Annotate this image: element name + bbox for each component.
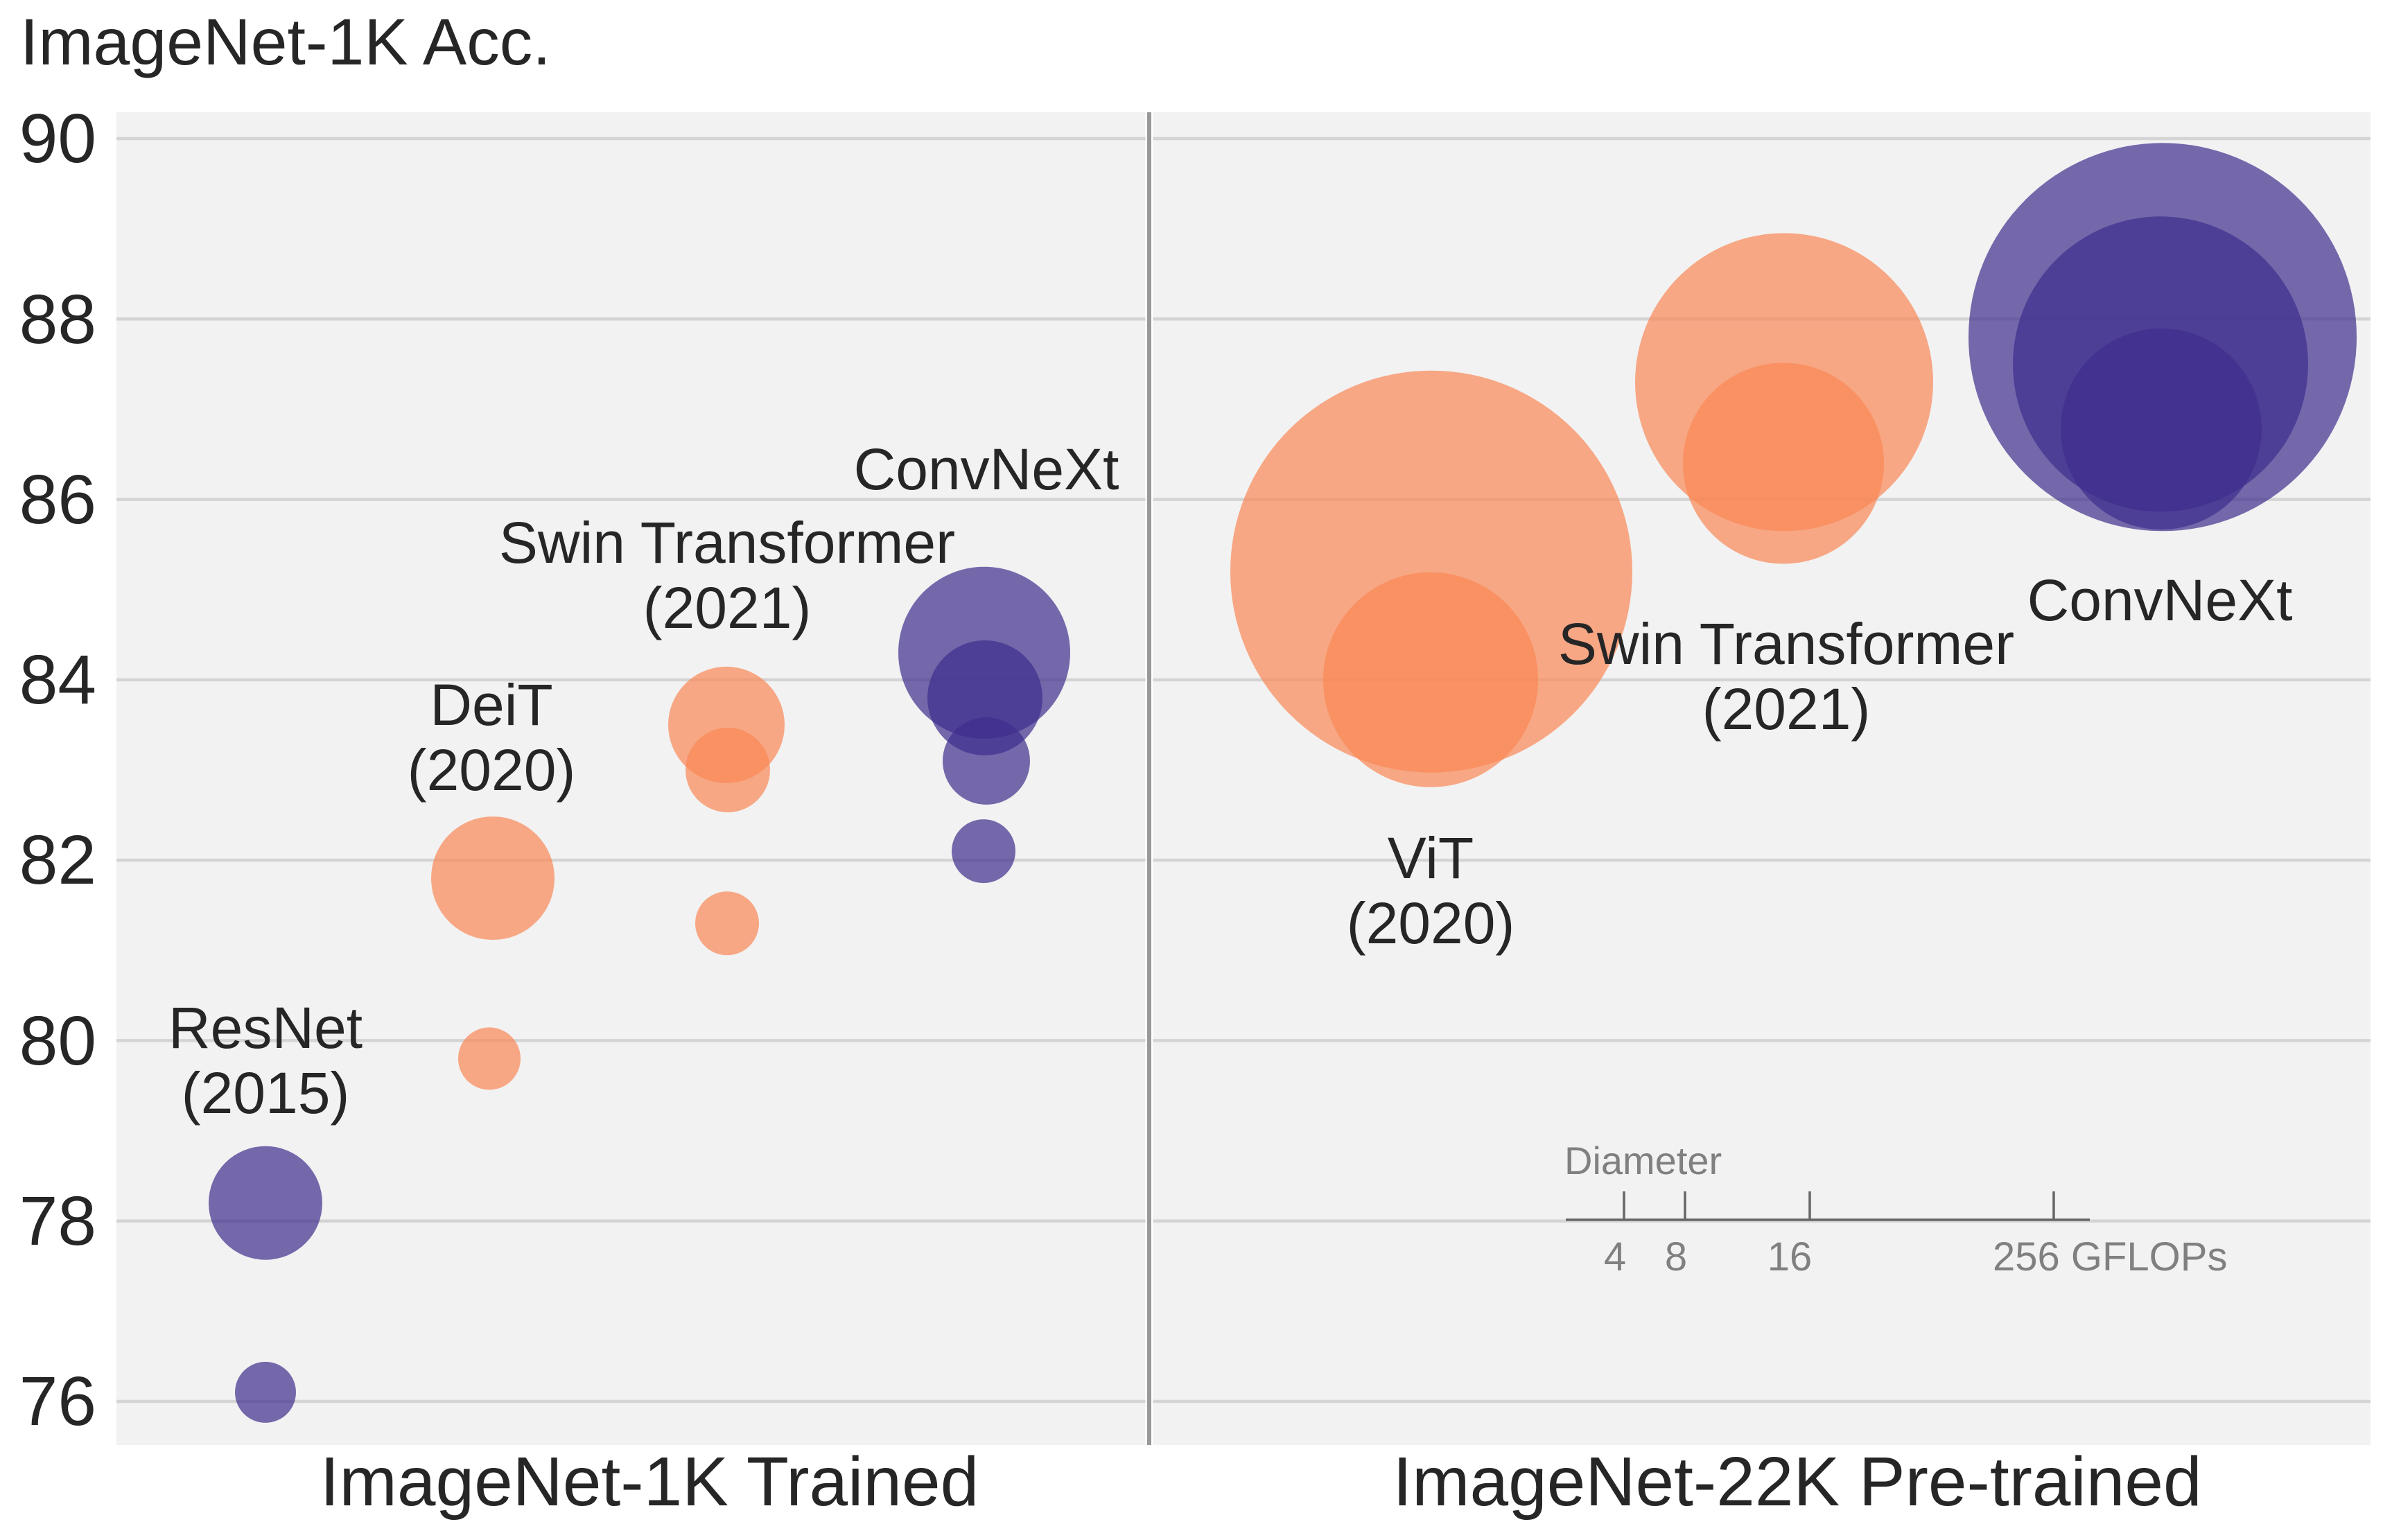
svg-text:78: 78 [19,1182,96,1260]
svg-text:80: 80 [19,1002,96,1080]
svg-text:256 GFLOPs: 256 GFLOPs [1993,1234,2227,1279]
svg-text:(2015): (2015) [182,1060,350,1126]
svg-text:88: 88 [19,281,96,358]
svg-text:ViT: ViT [1388,825,1474,891]
svg-text:ConvNeXt: ConvNeXt [854,437,1119,502]
svg-text:16: 16 [1767,1234,1813,1279]
svg-text:86: 86 [19,461,96,539]
svg-text:90: 90 [19,100,96,177]
svg-text:(2021): (2021) [643,575,812,640]
svg-text:ImageNet-1K Acc.: ImageNet-1K Acc. [20,6,551,79]
svg-text:ImageNet-1K Trained: ImageNet-1K Trained [320,1443,979,1521]
svg-text:84: 84 [19,641,96,719]
svg-text:ConvNeXt: ConvNeXt [2027,568,2293,633]
svg-text:82: 82 [19,821,96,899]
svg-text:(2020): (2020) [1347,891,1515,956]
svg-text:(2021): (2021) [1702,676,1871,742]
svg-text:ResNet: ResNet [168,995,363,1060]
svg-text:8: 8 [1665,1234,1687,1279]
svg-text:Swin Transformer: Swin Transformer [1558,611,2014,676]
svg-text:76: 76 [19,1363,96,1440]
svg-text:Swin Transformer: Swin Transformer [499,510,955,575]
svg-text:4: 4 [1604,1234,1626,1279]
svg-text:ImageNet-22K Pre-trained: ImageNet-22K Pre-trained [1393,1443,2201,1521]
svg-text:(2020): (2020) [408,737,576,803]
svg-text:Diameter: Diameter [1564,1139,1722,1182]
svg-text:DeiT: DeiT [430,672,552,737]
